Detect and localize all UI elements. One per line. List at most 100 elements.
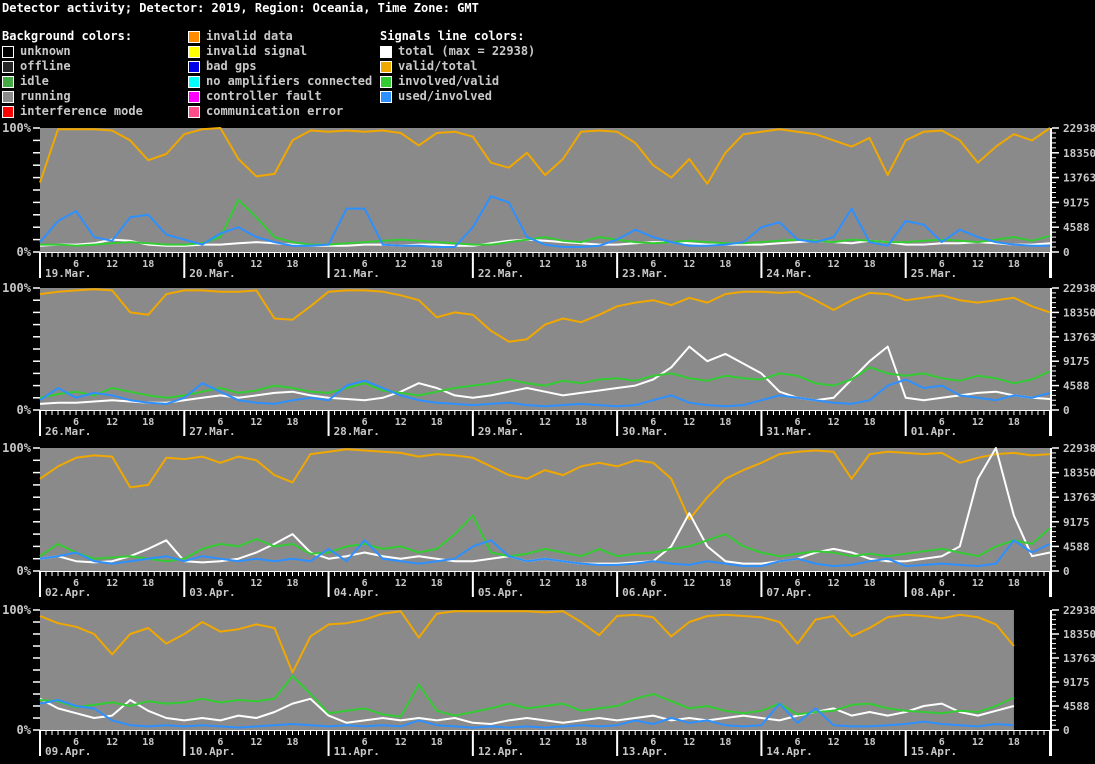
right-axis-label: 22938: [1063, 282, 1095, 295]
legend-label: valid/total: [398, 59, 478, 73]
legend-label: idle: [20, 74, 49, 88]
hour-label: 6: [73, 417, 79, 428]
legend-background-colors: Background colors: unknown offline idle run…: [2, 29, 143, 119]
hour-label: 6: [650, 417, 656, 428]
hour-label: 12: [539, 578, 551, 589]
day-label: 01.Apr.: [911, 425, 957, 438]
legend-swatch: [2, 60, 14, 73]
hour-label: 12: [106, 578, 118, 589]
hour-label: 18: [431, 259, 443, 270]
legend-label: bad gps: [206, 59, 257, 73]
legend-swatch: [2, 75, 14, 88]
legend-label: communication error: [206, 104, 344, 118]
hour-label: 12: [250, 259, 262, 270]
day-boundary-bar: [904, 571, 907, 597]
legend-swatch: [380, 60, 392, 73]
day-boundary-bar: [183, 730, 186, 756]
hour-label: 6: [73, 259, 79, 270]
hour-label: 18: [431, 417, 443, 428]
series-line-used-involved: [39, 195, 1050, 248]
hour-label: 18: [286, 259, 298, 270]
day-boundary-bar: [904, 252, 907, 278]
hour-label: 6: [217, 578, 223, 589]
right-axis-label: 13763: [1063, 652, 1095, 665]
day-label: 08.Apr.: [911, 586, 957, 599]
hour-label: 18: [286, 417, 298, 428]
legend-status-colors: invalid data invalid signal bad gps no ampl…: [188, 29, 372, 119]
hour-label: 12: [250, 417, 262, 428]
hour-label: 6: [794, 259, 800, 270]
day-boundary-bar: [471, 730, 474, 756]
day-label: 15.Apr.: [911, 745, 957, 758]
series-line-valid-total: [39, 448, 1051, 521]
right-axis-label: 4588: [1063, 540, 1090, 553]
day-boundary-bar: [616, 252, 619, 278]
hour-label: 12: [106, 417, 118, 428]
day-label: 21.Mar.: [334, 267, 380, 280]
hour-label: 12: [972, 259, 984, 270]
legend-label: interference mode: [20, 104, 143, 118]
day-boundary-bar: [183, 410, 186, 436]
hour-label: 12: [683, 259, 695, 270]
chart-row-3: 100% 0% 22938 18350 13763 9175 4588 0 6 12 18 6 12 18…: [2, 441, 1095, 599]
hour-label: 6: [794, 578, 800, 589]
legend-status-items: invalid data invalid signal bad gps no ampl…: [188, 29, 372, 119]
left-axis-label-bottom: 0%: [17, 564, 32, 578]
day-label: 24.Mar.: [766, 267, 812, 280]
hour-label: 12: [395, 737, 407, 748]
day-label: 04.Apr.: [334, 586, 380, 599]
right-axis-label: 22938: [1063, 604, 1095, 617]
hour-label: 18: [719, 737, 731, 748]
legend-swatch: [380, 75, 392, 88]
day-label: 27.Mar.: [189, 425, 235, 438]
left-axis-label-bottom: 0%: [17, 245, 32, 259]
day-boundary-bar: [1049, 571, 1051, 597]
legend-item: unknown: [2, 44, 143, 59]
hour-label: 18: [142, 259, 154, 270]
legend-label: involved/valid: [398, 74, 500, 88]
day-boundary-bar: [327, 730, 330, 756]
right-axis-line: [1050, 128, 1052, 278]
hour-label: 18: [719, 578, 731, 589]
legend-swatch: [188, 105, 200, 118]
series-line-involved-valid: [39, 366, 1051, 399]
hour-label: 12: [828, 417, 840, 428]
plot-area: [40, 610, 1014, 730]
right-axis-label: 4588: [1063, 221, 1090, 234]
left-axis-label-top: 100%: [2, 603, 32, 617]
page-title: Detector activity; Detector: 2019, Regio…: [2, 1, 479, 15]
hour-label: 6: [794, 417, 800, 428]
legend-label: offline: [20, 59, 71, 73]
day-label: 14.Apr.: [766, 745, 812, 758]
day-label: 19.Mar.: [45, 267, 91, 280]
day-label: 03.Apr.: [189, 586, 235, 599]
hour-label: 6: [506, 737, 512, 748]
day-label: 28.Mar.: [334, 425, 380, 438]
day-boundary-bar: [39, 252, 41, 278]
legend-signal-items: total (max = 22938) valid/total involved/v…: [380, 44, 535, 104]
right-axis-label: 18350: [1063, 306, 1095, 319]
hour-label: 12: [250, 578, 262, 589]
right-axis-line: [1050, 610, 1052, 756]
right-axis-line: [1050, 288, 1052, 436]
day-label: 29.Mar.: [478, 425, 524, 438]
legend-swatch: [2, 90, 14, 103]
day-label: 30.Mar.: [622, 425, 668, 438]
hour-label: 18: [142, 417, 154, 428]
right-axis-label: 9175: [1063, 196, 1090, 209]
chart-row-1: 100% 0% 22938 18350 13763 9175 4588 0 6 12 18 6 12 18…: [2, 121, 1095, 280]
legend-swatch: [380, 90, 392, 103]
hour-label: 12: [539, 737, 551, 748]
hour-label: 6: [506, 417, 512, 428]
hour-label: 12: [828, 259, 840, 270]
series-line-total: [39, 697, 1015, 725]
day-label: 05.Apr.: [478, 586, 524, 599]
day-boundary-bar: [327, 410, 330, 436]
day-label: 25.Mar.: [911, 267, 957, 280]
day-boundary-bar: [616, 571, 619, 597]
day-boundary-bar: [760, 730, 763, 756]
hour-label: 18: [286, 737, 298, 748]
hour-label: 6: [362, 259, 368, 270]
right-axis-label: 0: [1063, 246, 1070, 259]
day-boundary-bar: [760, 410, 763, 436]
